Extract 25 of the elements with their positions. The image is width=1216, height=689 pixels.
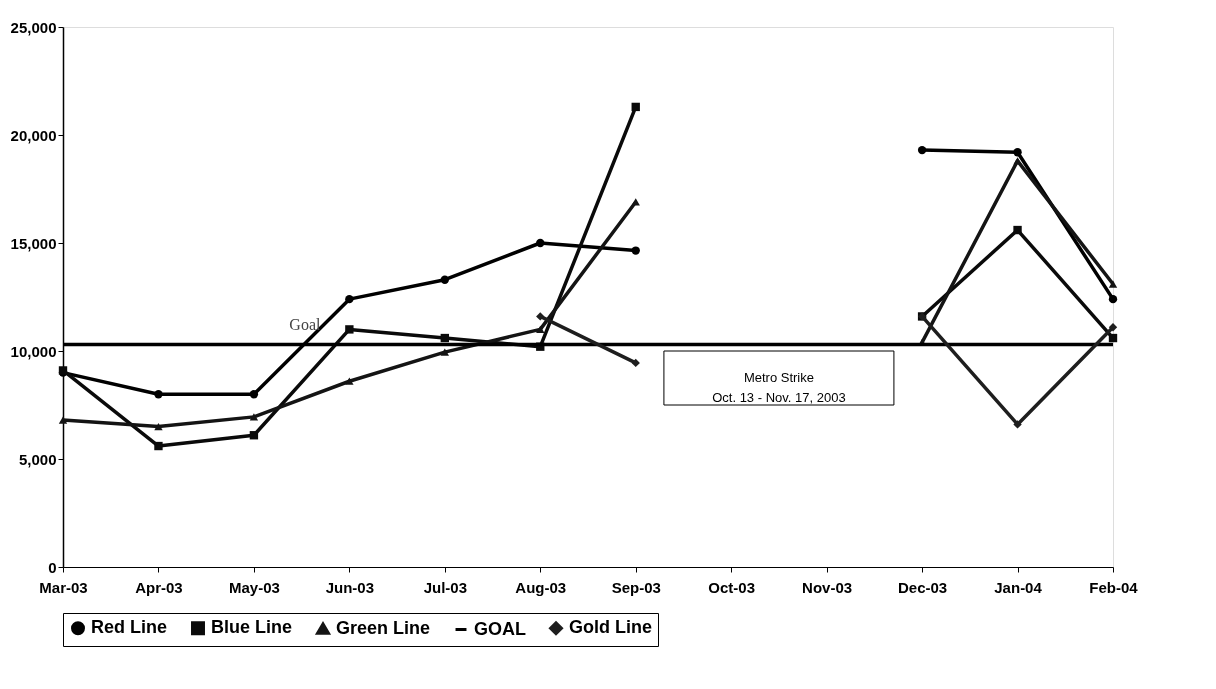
legend-label: Red Line — [91, 617, 168, 638]
annotation: Goal — [289, 315, 322, 333]
x-tick-label: Mar-03 — [39, 578, 88, 596]
x-tick-label: Jun-03 — [325, 578, 375, 596]
y-tick-label: 0 — [48, 558, 57, 576]
annotation: Metro Strike Oct. 13 - Nov. 17, 2003 — [712, 370, 846, 405]
y-tick-label: 10,000 — [10, 342, 57, 360]
x-tick-label: Aug-03 — [515, 578, 567, 596]
legend-label: Gold Line — [569, 617, 652, 638]
x-tick-label: Nov-03 — [802, 578, 853, 596]
legend-label: Blue Line — [211, 617, 293, 638]
x-tick-label: Jul-03 — [423, 578, 467, 596]
x-tick-label: Apr-03 — [135, 578, 183, 596]
x-tick-label: Jan-04 — [994, 578, 1043, 596]
legend-label: Green Line — [336, 617, 431, 638]
x-tick-label: Dec-03 — [897, 578, 948, 596]
y-tick-label: 20,000 — [10, 126, 57, 144]
y-tick-label: 15,000 — [10, 234, 57, 252]
y-tick-label: 25,000 — [10, 18, 57, 36]
y-tick-label: 5,000 — [18, 450, 57, 468]
x-tick-label: Sep-03 — [611, 578, 661, 596]
x-tick-label: Oct-03 — [708, 578, 756, 596]
legend-label: GOAL — [474, 618, 526, 639]
x-tick-label: Feb-04 — [1089, 578, 1139, 596]
x-tick-label: May-03 — [228, 578, 280, 596]
